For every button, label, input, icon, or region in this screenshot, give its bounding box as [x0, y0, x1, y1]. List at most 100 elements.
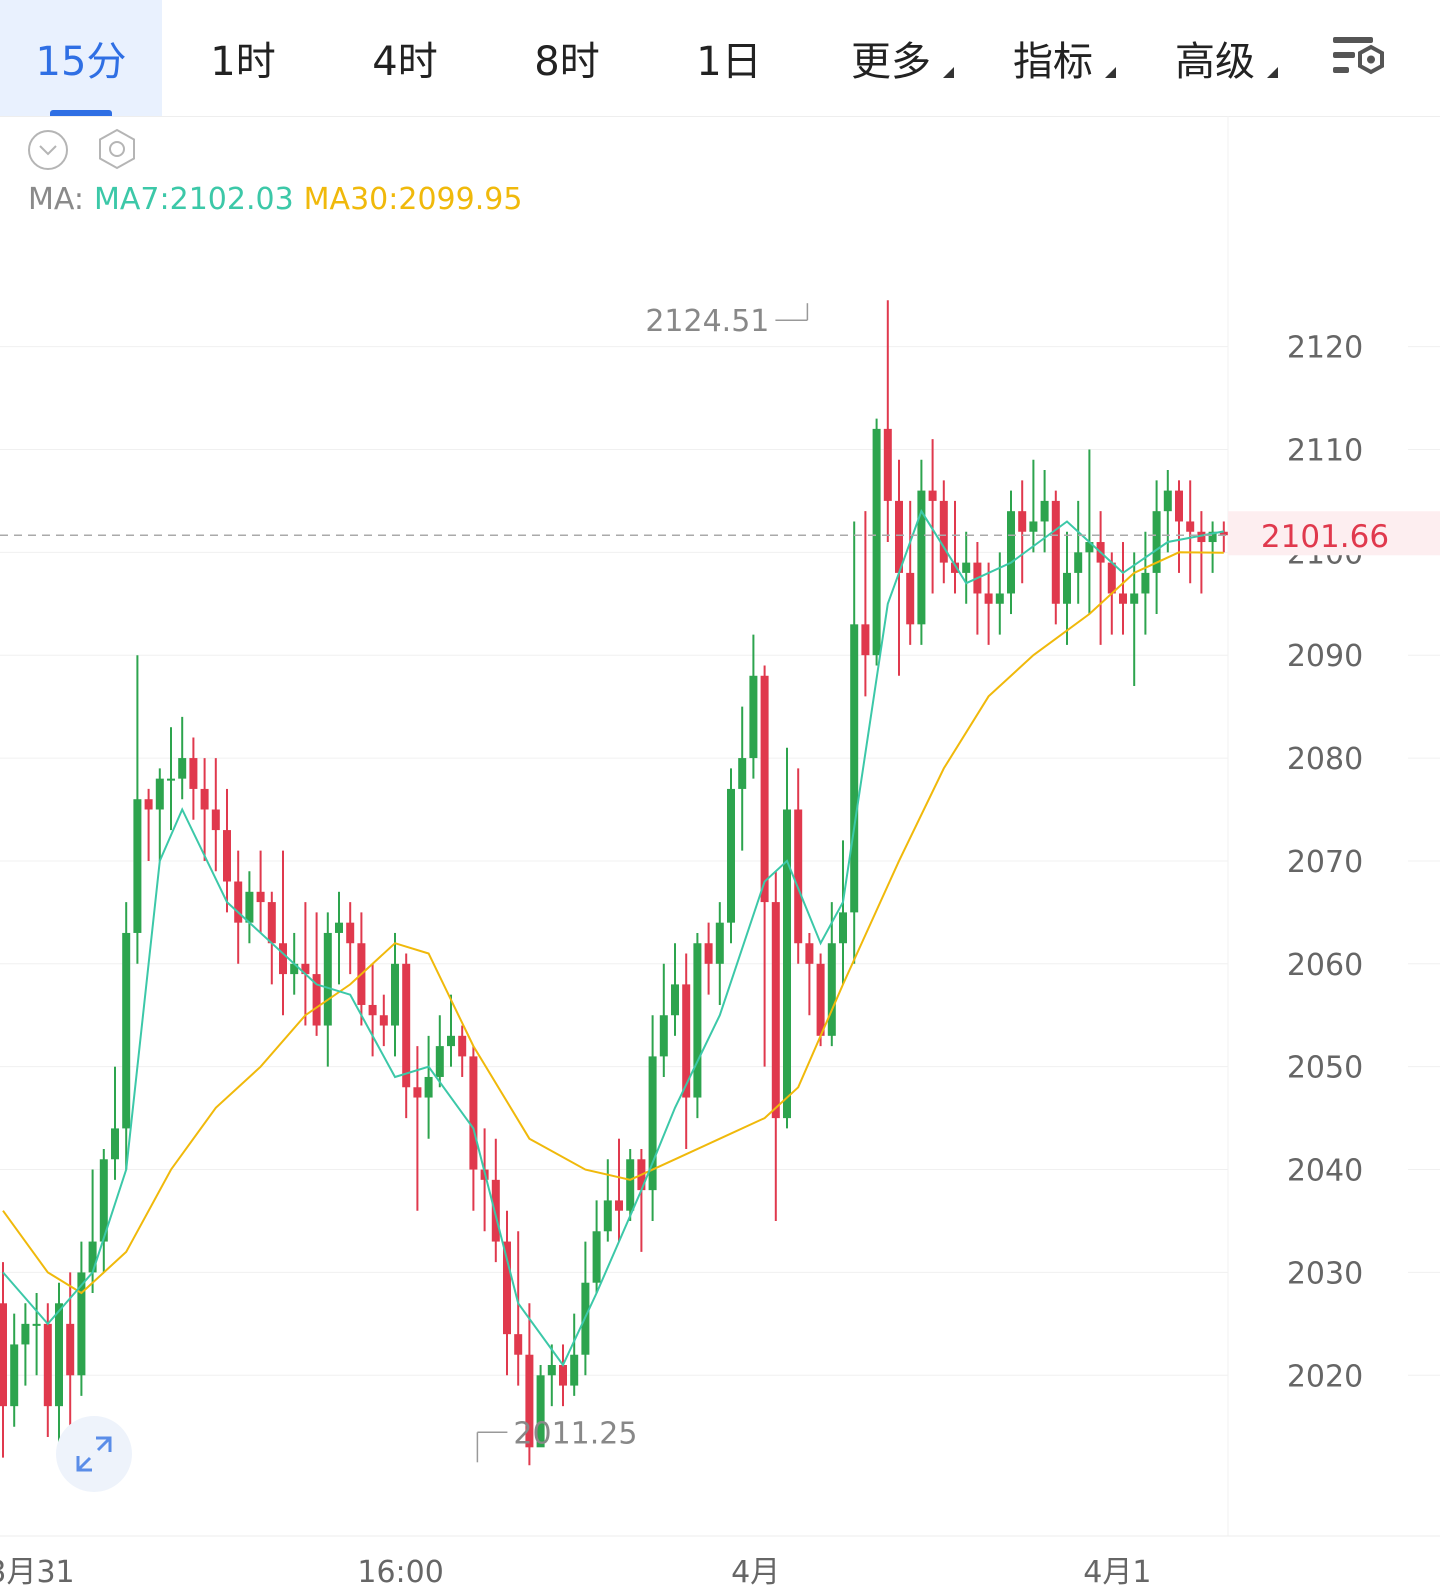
candle-body — [883, 428, 892, 501]
candle-body — [122, 932, 131, 1129]
candle-body — [626, 1159, 635, 1211]
candle — [200, 758, 209, 861]
tab-more[interactable]: 更多 — [810, 0, 972, 116]
candle — [111, 1066, 119, 1180]
candle-body — [850, 624, 859, 913]
candle — [559, 1344, 567, 1407]
candle — [234, 850, 243, 964]
candle-body — [995, 593, 1004, 604]
dropdown-triangle-icon — [1105, 67, 1116, 78]
candle-body — [1219, 531, 1228, 536]
candle-body — [413, 1087, 422, 1098]
candle — [738, 706, 747, 851]
candle-body — [570, 1354, 579, 1386]
chart-settings-icon — [1333, 37, 1384, 75]
tab-8h[interactable]: 8时 — [534, 39, 600, 85]
high-annotation-label: 2124.51 — [645, 304, 769, 339]
candle-body — [0, 1303, 7, 1407]
candle-body — [88, 1241, 97, 1273]
low-annotation-label: 2011.25 — [513, 1416, 637, 1451]
candle — [514, 1231, 523, 1386]
candle-body — [559, 1365, 567, 1386]
candle — [1074, 500, 1083, 604]
candle-body — [290, 963, 299, 975]
tab-1d[interactable]: 1日 — [696, 39, 762, 85]
candle-body — [424, 1076, 433, 1098]
candle-body — [839, 912, 847, 944]
candle — [973, 542, 982, 635]
candle-body — [984, 593, 993, 604]
candle — [413, 1046, 422, 1211]
y-tick-label: 2120 — [1287, 331, 1363, 366]
candle-body — [111, 1128, 119, 1160]
candle-body — [312, 974, 321, 1026]
tab-indicators[interactable]: 指标 — [972, 0, 1134, 116]
candle-body — [447, 1035, 455, 1047]
candle-body — [301, 963, 310, 975]
candle — [783, 747, 791, 1129]
candle — [189, 737, 198, 820]
ma30-value: MA30:2099.95 — [303, 182, 523, 217]
candle-body — [1085, 542, 1094, 553]
tab-1h[interactable]: 1时 — [210, 39, 276, 85]
candle — [43, 1303, 52, 1438]
tab-4h[interactable]: 4时 — [372, 39, 438, 85]
tab-15min[interactable]: 15分 — [0, 0, 162, 116]
candle — [928, 439, 937, 594]
candle — [245, 871, 254, 944]
candle-body — [223, 830, 231, 882]
candle — [581, 1241, 590, 1376]
candle-body — [279, 943, 287, 975]
expand-button[interactable] — [56, 1416, 132, 1492]
candle-body — [917, 490, 926, 625]
candle-body — [200, 788, 209, 810]
candle-body — [861, 624, 870, 656]
candle-body — [66, 1323, 75, 1376]
y-tick-label: 2050 — [1287, 1051, 1363, 1086]
candle-body — [167, 778, 175, 781]
candle — [167, 727, 175, 831]
y-tick-label: 2020 — [1287, 1359, 1363, 1394]
last-price-badge — [1228, 511, 1440, 556]
collapse-chevron-icon[interactable] — [27, 129, 69, 171]
hexagon-settings-icon[interactable] — [96, 128, 138, 170]
candle — [279, 850, 287, 1016]
candle-body — [827, 943, 836, 1036]
candle — [805, 932, 814, 1016]
candle-body — [1029, 521, 1038, 532]
candle — [570, 1313, 579, 1396]
candle-body — [1119, 593, 1127, 604]
candle — [659, 963, 668, 1077]
candle — [850, 521, 859, 964]
candle — [1141, 531, 1150, 635]
candle — [379, 994, 388, 1047]
candle-body — [895, 500, 903, 573]
candle-body — [939, 500, 948, 563]
candle-body — [648, 1056, 657, 1191]
candle-body — [155, 778, 164, 810]
candle-body — [1007, 511, 1015, 594]
candle — [155, 768, 164, 861]
candle — [626, 1148, 635, 1221]
chart-settings-button[interactable] — [1296, 0, 1426, 116]
candle — [178, 716, 187, 800]
candle — [727, 768, 735, 944]
candle-body — [592, 1231, 601, 1283]
candle — [984, 562, 993, 645]
y-tick-label: 2090 — [1287, 639, 1363, 674]
candle-body — [245, 891, 254, 923]
y-tick-label: 2080 — [1287, 742, 1363, 777]
candle — [895, 459, 903, 676]
tab-advanced[interactable]: 高级 — [1134, 0, 1296, 116]
candle-body — [391, 963, 399, 1026]
candle-body — [693, 943, 702, 1098]
candle — [267, 891, 276, 985]
candlestick-chart: 2120211021002090208020702060205020402030… — [0, 116, 1440, 1589]
candle-body — [738, 758, 747, 789]
candle-body — [514, 1334, 523, 1355]
candle-body — [32, 1323, 41, 1326]
candle-body — [435, 1046, 444, 1077]
candle-body — [178, 758, 187, 779]
candle — [491, 1138, 500, 1263]
candle-body — [1141, 572, 1150, 594]
